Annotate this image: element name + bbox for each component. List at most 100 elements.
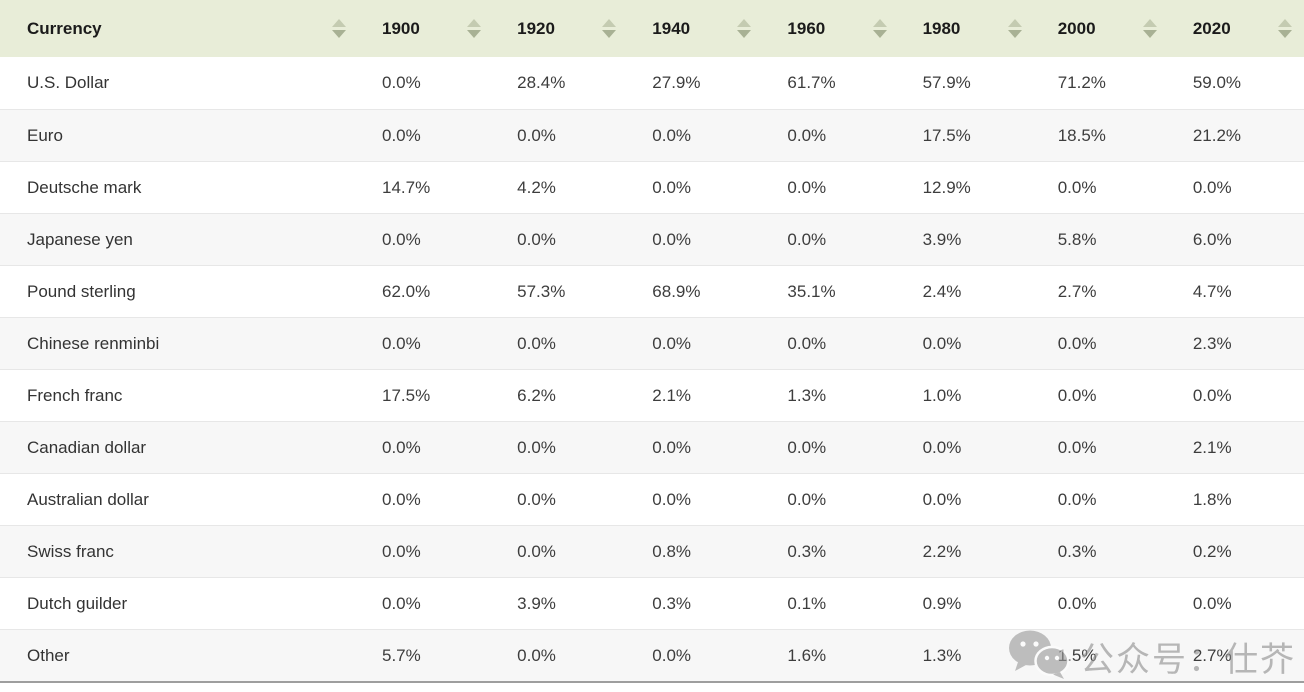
value-cell: 61.7%: [787, 73, 836, 92]
value-cell: 0.0%: [517, 645, 556, 665]
value-cell: 3.9%: [922, 229, 962, 249]
value-cell: 71.2%: [1057, 73, 1106, 92]
currency-cell: U.S. Dollar: [27, 73, 110, 92]
value-cell: 35.1%: [787, 281, 836, 301]
value-cell: 2.7%: [1192, 645, 1232, 665]
value-cell: 0.0%: [1057, 177, 1097, 197]
column-header-label: 1960: [787, 18, 826, 38]
value-cell: 0.0%: [787, 333, 827, 353]
column-header-label: 1920: [517, 18, 555, 38]
value-cell: 4.2%: [517, 177, 556, 197]
value-cell: 62.0%: [382, 281, 431, 301]
value-cell: 0.0%: [1057, 385, 1097, 405]
column-header-1900[interactable]: 1900: [358, 0, 493, 57]
value-cell: 0.0%: [787, 489, 827, 509]
value-cell: 0.0%: [517, 437, 556, 457]
value-cell: 1.3%: [787, 385, 827, 405]
sort-arrows-icon[interactable]: [737, 19, 752, 38]
sort-arrows-icon[interactable]: [332, 19, 346, 38]
currency-cell: French franc: [27, 385, 123, 405]
value-cell: 0.0%: [652, 177, 692, 197]
table-row: Other 5.7% 0.0% 0.0% 1.6% 1.3% 1.5% 2.7%: [0, 629, 1304, 681]
currency-cell: Dutch guilder: [27, 593, 128, 613]
value-cell: 0.0%: [1192, 177, 1232, 197]
currency-cell: Chinese renminbi: [27, 333, 160, 353]
value-cell: 2.2%: [922, 541, 962, 561]
value-cell: 0.0%: [652, 229, 692, 249]
value-cell: 0.0%: [787, 437, 827, 457]
sort-arrows-icon[interactable]: [1142, 19, 1157, 38]
column-header-1980[interactable]: 1980: [899, 0, 1034, 57]
value-cell: 0.2%: [1192, 541, 1232, 561]
value-cell: 0.0%: [1192, 385, 1232, 405]
column-header-label: 1940: [652, 18, 691, 38]
column-header-label: Currency: [27, 18, 102, 38]
value-cell: 0.0%: [652, 333, 692, 353]
column-header-2020[interactable]: 2020: [1169, 0, 1304, 57]
value-cell: 12.9%: [922, 177, 971, 197]
table-row: Deutsche mark 14.7% 4.2% 0.0% 0.0% 12.9%…: [0, 161, 1304, 213]
table-row: French franc 17.5% 6.2% 2.1% 1.3% 1.0% 0…: [0, 369, 1304, 421]
value-cell: 5.7%: [382, 645, 421, 665]
value-cell: 6.2%: [517, 385, 556, 405]
value-cell: 0.0%: [382, 437, 421, 457]
currency-cell: Canadian dollar: [27, 437, 147, 457]
value-cell: 2.3%: [1192, 333, 1232, 353]
table-row: Australian dollar 0.0% 0.0% 0.0% 0.0% 0.…: [0, 473, 1304, 525]
value-cell: 0.0%: [517, 229, 556, 249]
value-cell: 2.1%: [1192, 437, 1232, 457]
table-body: U.S. Dollar 0.0% 28.4% 27.9% 61.7% 57.9%…: [0, 57, 1304, 681]
column-header-1960[interactable]: 1960: [763, 0, 898, 57]
column-header-2000[interactable]: 2000: [1034, 0, 1169, 57]
value-cell: 0.0%: [1057, 593, 1097, 613]
currency-cell: Pound sterling: [27, 281, 136, 301]
sort-arrows-icon[interactable]: [602, 19, 617, 38]
value-cell: 57.3%: [517, 281, 566, 301]
value-cell: 0.0%: [382, 125, 421, 145]
value-cell: 0.0%: [382, 593, 421, 613]
column-header-1940[interactable]: 1940: [628, 0, 763, 57]
table-row: Pound sterling 62.0% 57.3% 68.9% 35.1% 2…: [0, 265, 1304, 317]
column-header-label: 1900: [382, 18, 420, 38]
value-cell: 0.1%: [787, 593, 827, 613]
value-cell: 0.0%: [382, 229, 421, 249]
value-cell: 0.0%: [517, 125, 556, 145]
value-cell: 0.0%: [787, 125, 827, 145]
value-cell: 1.0%: [922, 385, 962, 405]
value-cell: 0.0%: [1057, 437, 1097, 457]
value-cell: 3.9%: [517, 593, 556, 613]
value-cell: 27.9%: [652, 73, 701, 92]
sort-arrows-icon[interactable]: [872, 19, 887, 38]
table-row: Dutch guilder 0.0% 3.9% 0.3% 0.1% 0.9% 0…: [0, 577, 1304, 629]
column-header-1920[interactable]: 1920: [493, 0, 628, 57]
sort-arrows-icon[interactable]: [1277, 19, 1292, 38]
value-cell: 0.0%: [517, 489, 556, 509]
column-header-currency[interactable]: Currency: [0, 0, 358, 57]
value-cell: 0.0%: [517, 541, 556, 561]
value-cell: 6.0%: [1192, 229, 1232, 249]
currency-cell: Swiss franc: [27, 541, 114, 561]
column-header-label: 1980: [922, 18, 961, 38]
value-cell: 4.7%: [1192, 281, 1232, 301]
value-cell: 0.0%: [922, 437, 962, 457]
value-cell: 0.0%: [382, 489, 421, 509]
value-cell: 18.5%: [1057, 125, 1106, 145]
value-cell: 14.7%: [382, 177, 431, 197]
table-row: Euro 0.0% 0.0% 0.0% 0.0% 17.5% 18.5% 21.…: [0, 109, 1304, 161]
value-cell: 1.6%: [787, 645, 827, 665]
column-header-label: 2020: [1192, 18, 1231, 38]
value-cell: 28.4%: [517, 73, 566, 92]
currency-cell: Deutsche mark: [27, 177, 142, 197]
value-cell: 0.0%: [1192, 593, 1232, 613]
value-cell: 0.0%: [652, 645, 692, 665]
sort-arrows-icon[interactable]: [467, 19, 482, 38]
value-cell: 57.9%: [922, 73, 971, 92]
value-cell: 0.0%: [787, 229, 827, 249]
value-cell: 2.7%: [1057, 281, 1097, 301]
value-cell: 0.0%: [1057, 333, 1097, 353]
table-header-row: Currency 1900 1920 1940 1960 1980: [0, 0, 1304, 57]
sort-arrows-icon[interactable]: [1007, 19, 1022, 38]
currency-cell: Other: [27, 645, 70, 665]
value-cell: 0.0%: [787, 177, 827, 197]
